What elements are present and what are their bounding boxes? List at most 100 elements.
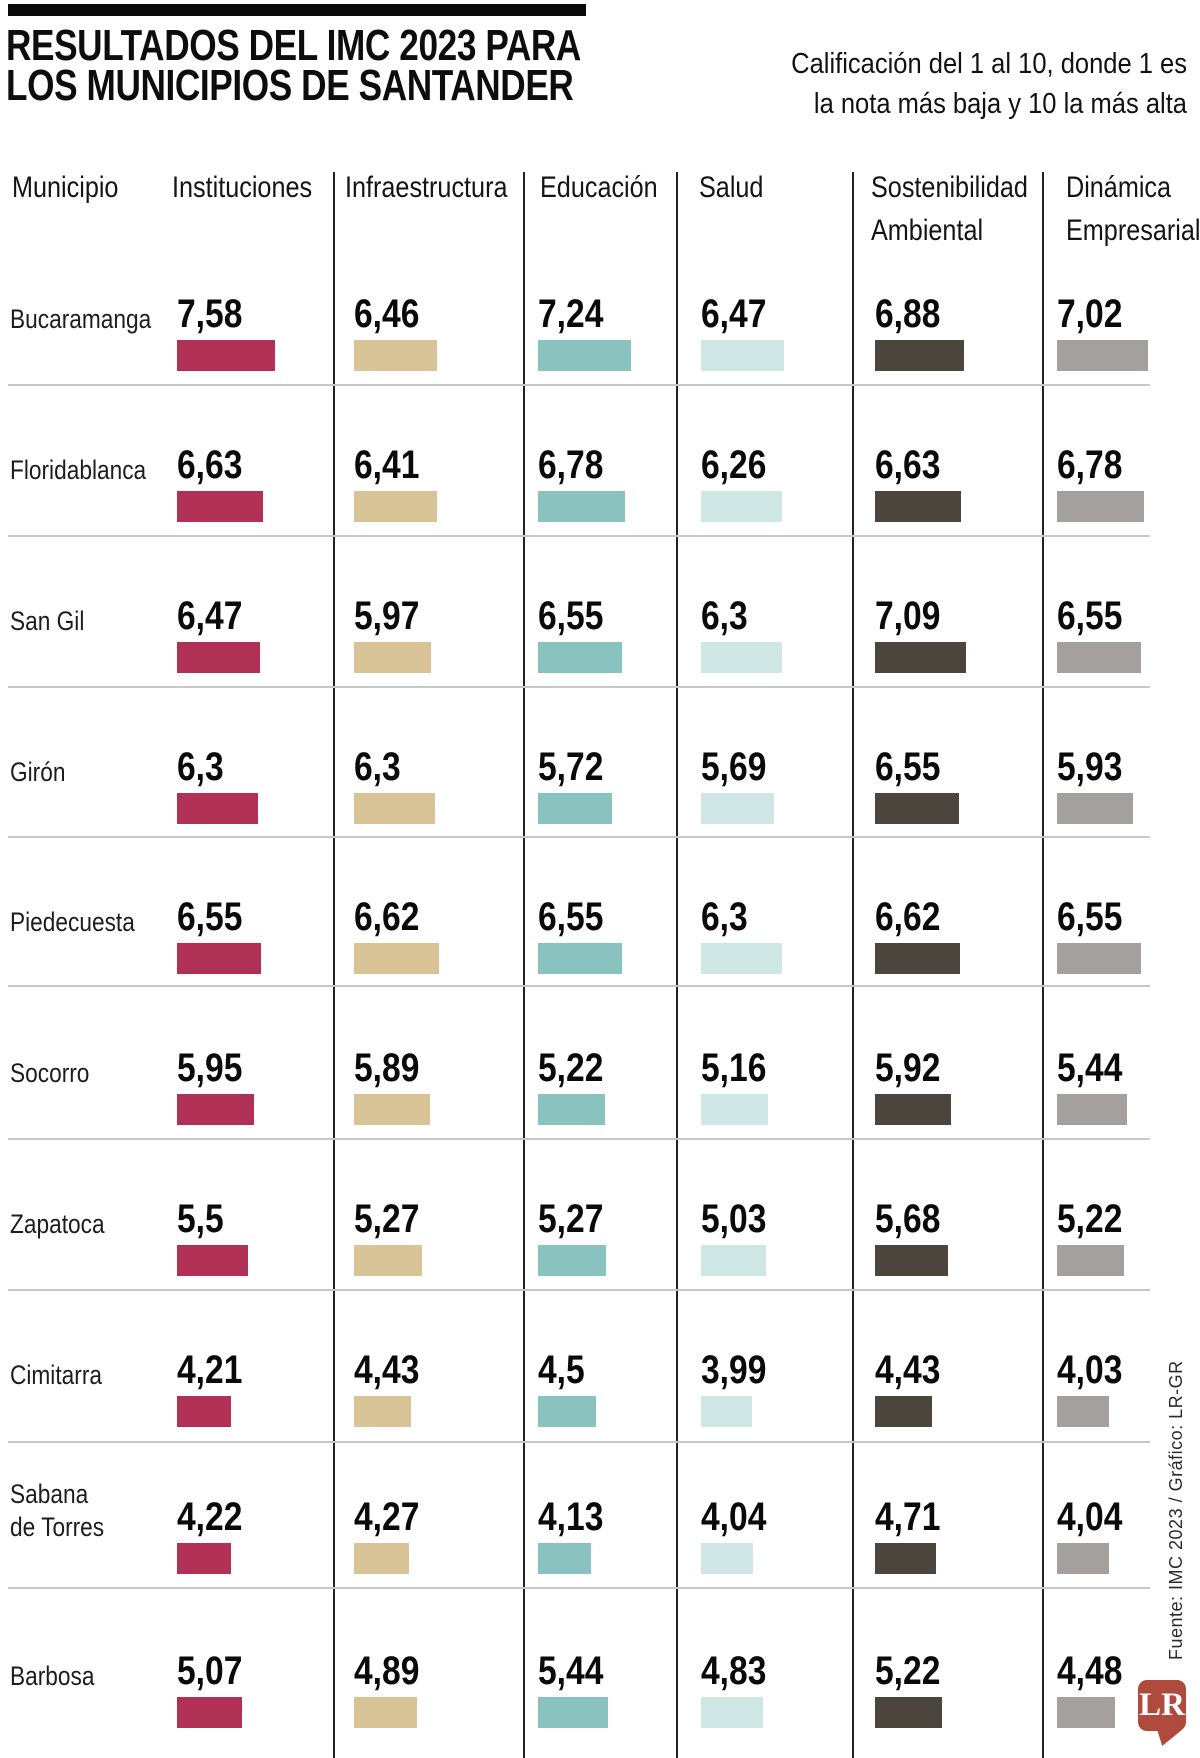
value-label: 4,71 [875, 1495, 941, 1539]
column-separator [333, 172, 335, 1758]
value-bar [875, 943, 960, 974]
value-bar [538, 793, 612, 824]
value-label: 4,48 [1057, 1649, 1123, 1693]
value-bar [354, 793, 435, 824]
value-bar [354, 491, 437, 522]
column-header-educacion: Educación [540, 171, 658, 204]
value-label: 5,44 [1057, 1046, 1123, 1090]
value-bar [701, 943, 782, 974]
value-bar [354, 943, 439, 974]
value-bar [701, 1094, 768, 1125]
row-separator [8, 985, 1150, 987]
column-header-municipio: Municipio [12, 171, 119, 204]
value-label: 4,89 [354, 1649, 420, 1693]
column-separator [523, 172, 525, 1758]
value-label: 4,04 [1057, 1495, 1123, 1539]
column-header-infraestructura: Infraestructura [345, 171, 508, 204]
row-separator [8, 836, 1150, 838]
value-label: 6,47 [177, 594, 243, 638]
value-label: 6,62 [875, 895, 941, 939]
value-bar [538, 1094, 605, 1125]
value-label: 5,93 [1057, 745, 1123, 789]
value-bar [354, 340, 437, 371]
value-bar [1057, 793, 1133, 824]
municipality-label: Barbosa [10, 1661, 95, 1691]
value-label: 4,13 [538, 1495, 604, 1539]
value-bar [177, 642, 260, 673]
lr-logo-tail [1157, 1729, 1183, 1746]
value-bar [875, 1543, 936, 1574]
chart-note: Calificación del 1 al 10, donde 1 es la n… [694, 44, 1187, 124]
value-bar [701, 1245, 766, 1276]
value-bar [538, 491, 625, 522]
value-bar [875, 491, 961, 522]
value-label: 5,22 [1057, 1197, 1123, 1241]
value-label: 5,16 [701, 1046, 767, 1090]
column-header-sostenibilidad: Sostenibilidad Ambiental [871, 171, 1028, 247]
value-bar [354, 1543, 409, 1574]
value-label: 5,5 [177, 1197, 224, 1241]
column-header-instituciones: Instituciones [172, 171, 313, 204]
municipality-label: Girón [10, 757, 66, 787]
value-bar [538, 1245, 606, 1276]
value-bar [354, 1245, 422, 1276]
value-bar [701, 1697, 763, 1728]
value-label: 6,3 [177, 745, 224, 789]
value-bar [701, 491, 782, 522]
chart-note-line1: Calificación del 1 al 10, donde 1 es [791, 48, 1187, 80]
value-bar [177, 1543, 231, 1574]
value-bar [354, 1094, 430, 1125]
value-label: 7,24 [538, 292, 604, 336]
value-label: 6,55 [538, 594, 604, 638]
row-separator [8, 535, 1150, 537]
value-bar [538, 340, 631, 371]
value-label: 6,47 [701, 292, 767, 336]
value-label: 6,46 [354, 292, 420, 336]
value-bar [701, 340, 784, 371]
value-bar [177, 943, 261, 974]
value-bar [177, 793, 258, 824]
value-label: 4,04 [701, 1495, 767, 1539]
value-bar [177, 1094, 254, 1125]
value-label: 4,83 [701, 1649, 767, 1693]
value-bar [538, 1697, 608, 1728]
value-label: 3,99 [701, 1348, 767, 1392]
value-label: 4,21 [177, 1348, 243, 1392]
value-bar [538, 1543, 591, 1574]
value-label: 6,63 [177, 443, 243, 487]
value-label: 6,78 [1057, 443, 1123, 487]
column-separator [676, 172, 678, 1758]
value-bar [1057, 642, 1141, 673]
value-bar [177, 1697, 242, 1728]
value-bar [875, 1094, 951, 1125]
value-label: 4,43 [875, 1348, 941, 1392]
value-label: 7,02 [1057, 292, 1123, 336]
value-label: 6,62 [354, 895, 420, 939]
value-label: 5,03 [701, 1197, 767, 1241]
row-separator [8, 686, 1150, 688]
value-label: 5,22 [538, 1046, 604, 1090]
value-bar [1057, 1094, 1127, 1125]
row-separator [8, 1587, 1150, 1589]
value-label: 4,43 [354, 1348, 420, 1392]
value-label: 7,09 [875, 594, 941, 638]
chart-title-line2: LOS MUNICIPIOS DE SANTANDER [6, 61, 574, 110]
lr-logo: LR [1138, 1680, 1186, 1746]
value-bar [701, 1396, 752, 1427]
municipality-label: Zapatoca [10, 1209, 105, 1239]
value-bar [1057, 1543, 1109, 1574]
value-bar [1057, 491, 1144, 522]
value-label: 7,58 [177, 292, 243, 336]
municipality-label: Floridablanca [10, 455, 147, 485]
value-bar [354, 642, 431, 673]
chart-title: RESULTADOS DEL IMC 2023 PARA LOS MUNICIPI… [6, 24, 581, 108]
top-accent-bar [8, 4, 586, 16]
value-bar [354, 1396, 411, 1427]
value-label: 5,44 [538, 1649, 604, 1693]
value-bar [177, 1396, 231, 1427]
chart-note-line2: la nota más baja y 10 la más alta [813, 88, 1187, 120]
value-label: 6,78 [538, 443, 604, 487]
value-bar [1057, 943, 1141, 974]
value-label: 4,03 [1057, 1348, 1123, 1392]
value-label: 6,63 [875, 443, 941, 487]
